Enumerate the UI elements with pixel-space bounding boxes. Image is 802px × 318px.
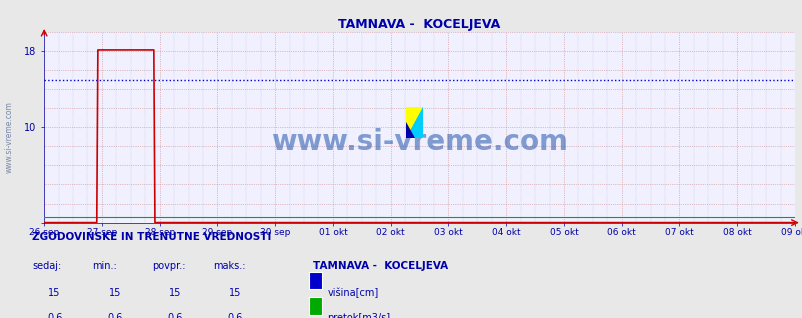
Polygon shape [405, 107, 423, 138]
Title: TAMNAVA -  KOCELJEVA: TAMNAVA - KOCELJEVA [338, 17, 500, 31]
Text: ZGODOVINSKE IN TRENUTNE VREDNOSTI: ZGODOVINSKE IN TRENUTNE VREDNOSTI [32, 232, 271, 242]
Text: 15: 15 [229, 288, 241, 298]
Text: maks.:: maks.: [213, 261, 245, 271]
Text: min.:: min.: [92, 261, 117, 271]
Text: povpr.:: povpr.: [152, 261, 186, 271]
Text: www.si-vreme.com: www.si-vreme.com [271, 128, 567, 156]
Text: višina[cm]: višina[cm] [327, 288, 379, 298]
Text: 0,6: 0,6 [107, 313, 123, 318]
Polygon shape [405, 107, 423, 138]
Text: www.si-vreme.com: www.si-vreme.com [5, 101, 14, 173]
Text: pretok[m3/s]: pretok[m3/s] [327, 313, 391, 318]
Polygon shape [405, 122, 414, 138]
Text: 15: 15 [108, 288, 121, 298]
Text: 15: 15 [168, 288, 181, 298]
Text: 0,6: 0,6 [227, 313, 243, 318]
Text: sedaj:: sedaj: [32, 261, 61, 271]
Text: 15: 15 [48, 288, 61, 298]
Text: 0,6: 0,6 [167, 313, 183, 318]
Text: TAMNAVA -  KOCELJEVA: TAMNAVA - KOCELJEVA [313, 261, 448, 271]
Text: 0,6: 0,6 [47, 313, 63, 318]
